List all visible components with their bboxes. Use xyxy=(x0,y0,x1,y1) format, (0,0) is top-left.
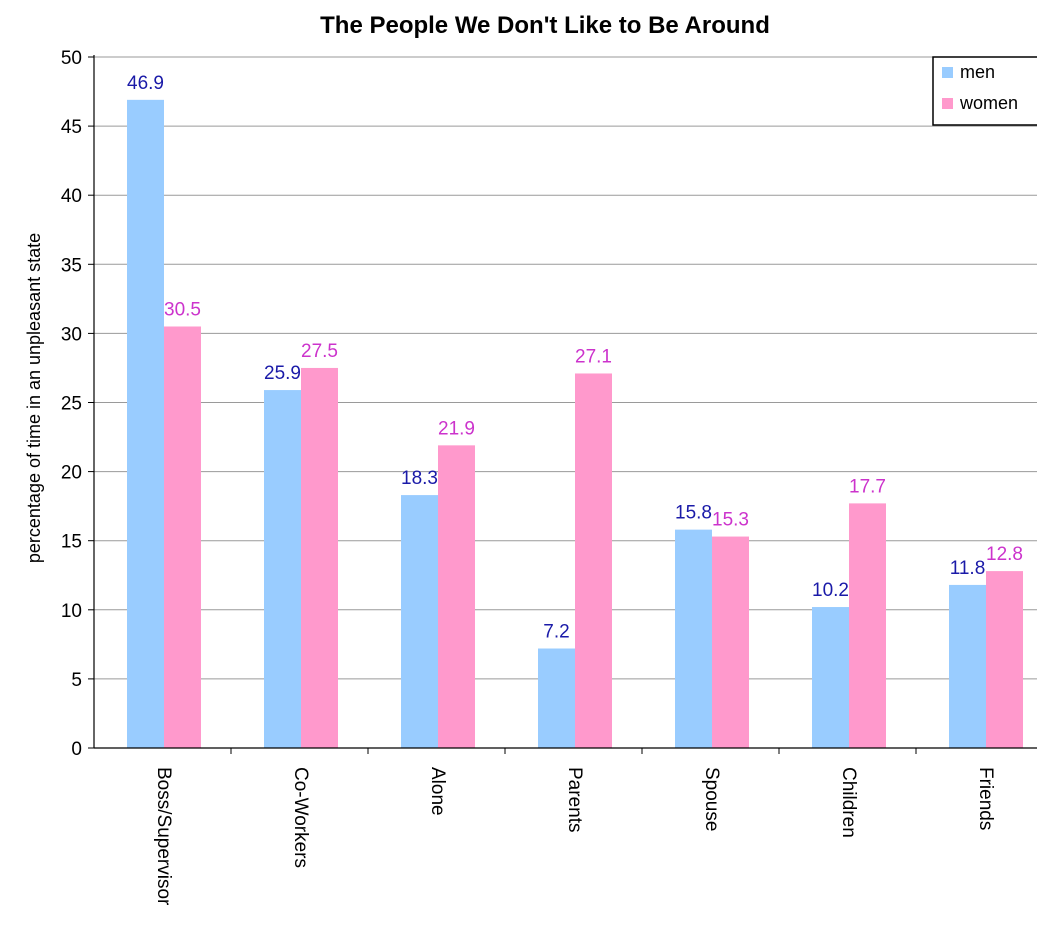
chart-title: The People We Don't Like to Be Around xyxy=(320,12,770,39)
bar-men xyxy=(538,648,575,748)
axes xyxy=(88,55,1037,754)
x-tick-label: Parents xyxy=(564,767,585,832)
x-tick-label: Alone xyxy=(427,767,448,816)
data-labels: 46.9 30.5 25.927.5 18.3 21.9 7.2 27.1 15.8 15.3 1… xyxy=(127,73,1023,643)
bar-women xyxy=(438,445,475,748)
bar-men xyxy=(812,607,849,748)
data-label-men: 25.9 xyxy=(264,363,301,384)
legend-label-women: women xyxy=(959,93,1018,113)
y-tick-label: 30 xyxy=(61,324,82,345)
data-label-women: 27.5 xyxy=(301,341,338,362)
bar-men xyxy=(949,584,986,748)
bar-women xyxy=(301,367,338,748)
y-tick-label: 20 xyxy=(61,463,82,484)
bar-women xyxy=(575,373,612,748)
data-label-men: 15.8 xyxy=(675,503,712,524)
bar-women xyxy=(849,503,886,748)
bar-men xyxy=(127,99,164,749)
y-tick-label: 25 xyxy=(61,394,82,415)
bars xyxy=(127,99,1023,749)
data-label-men: 46.9 xyxy=(127,73,164,94)
y-tick-label: 40 xyxy=(61,186,82,207)
data-label-women: 21.9 xyxy=(438,418,475,439)
x-tick-label: Spouse xyxy=(701,767,722,831)
data-label-women: 15.3 xyxy=(712,510,749,531)
gridlines xyxy=(94,56,1037,680)
y-tick-label: 45 xyxy=(61,117,82,138)
x-tick-label: Boss/Supervisor xyxy=(153,767,174,906)
y-tick-label: 15 xyxy=(61,532,82,553)
data-label-women: 12.8 xyxy=(986,544,1023,565)
data-label-men: 10.2 xyxy=(812,580,849,601)
data-label-women: 17.7 xyxy=(849,476,886,497)
data-label-men: 18.3 xyxy=(401,468,438,489)
data-label-women: 30.5 xyxy=(164,299,201,320)
legend-swatch-men xyxy=(942,67,953,78)
data-label-men: 7.2 xyxy=(543,621,569,642)
legend-label-men: men xyxy=(960,62,995,82)
bar-men xyxy=(264,390,301,748)
bar-women xyxy=(986,571,1023,748)
y-tick-label: 0 xyxy=(71,739,82,760)
y-tick-label: 50 xyxy=(61,48,82,69)
data-label-men: 11.8 xyxy=(950,558,986,579)
bar-women xyxy=(164,326,201,748)
data-label-women: 27.1 xyxy=(575,346,612,367)
y-tick-label: 10 xyxy=(61,601,82,622)
legend: men women xyxy=(932,56,1037,126)
bar-men xyxy=(401,495,438,748)
x-tick-label: Children xyxy=(838,767,859,838)
y-axis-label: percentage of time in an unpleasant stat… xyxy=(24,233,44,563)
x-tick-labels: Boss/Supervisor Co-Workers Alone Parents Spo… xyxy=(153,767,996,906)
bar-men xyxy=(675,529,712,748)
y-tick-label: 5 xyxy=(71,670,82,691)
x-tick-label: Friends xyxy=(975,767,996,830)
y-tick-label: 35 xyxy=(61,255,82,276)
legend-swatch-women xyxy=(942,98,953,109)
x-tick-label: Co-Workers xyxy=(290,767,311,868)
bar-women xyxy=(712,536,749,748)
y-tick-labels: 0 5 10 15 20 25 30 35 40 45 50 xyxy=(61,48,82,760)
